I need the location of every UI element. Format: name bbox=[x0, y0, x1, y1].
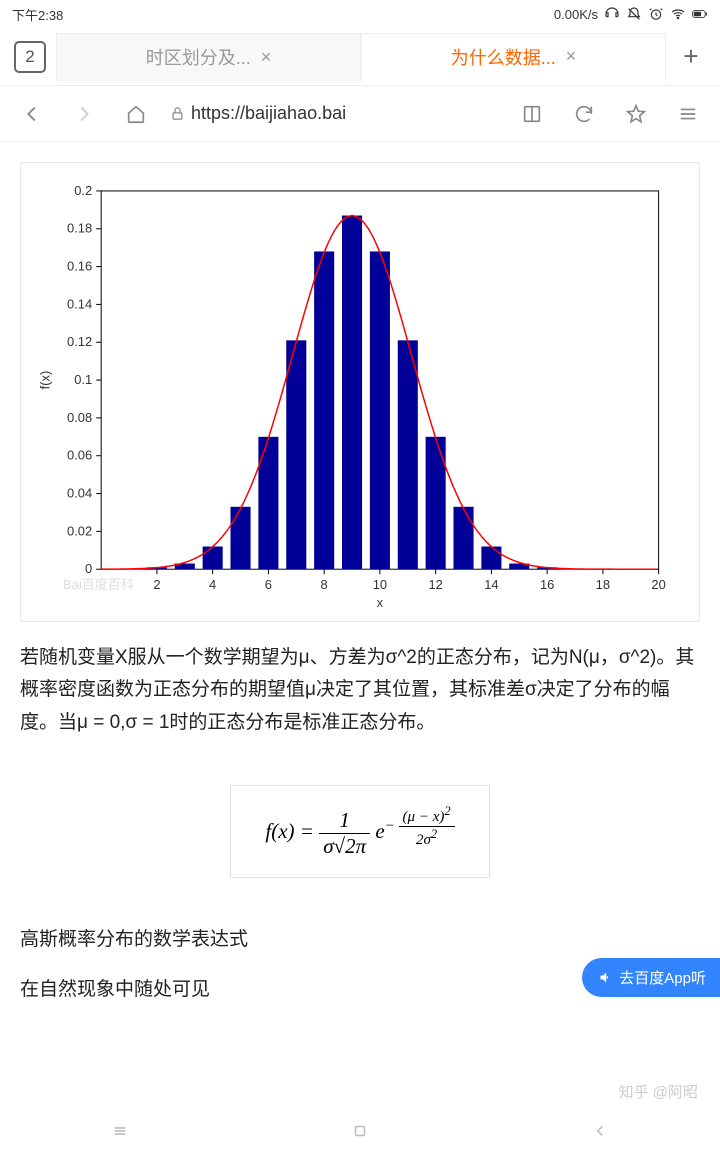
svg-text:6: 6 bbox=[265, 577, 272, 592]
system-nav-bar bbox=[0, 1110, 720, 1152]
svg-text:x: x bbox=[377, 595, 384, 610]
mute-icon bbox=[626, 6, 642, 22]
tab-inactive[interactable]: 时区划分及... × bbox=[56, 33, 361, 81]
svg-text:4: 4 bbox=[209, 577, 216, 592]
svg-text:14: 14 bbox=[484, 577, 498, 592]
bookmark-button[interactable] bbox=[612, 90, 660, 138]
menu-button[interactable] bbox=[664, 90, 712, 138]
chart-watermark: Bai百度百科 bbox=[63, 574, 134, 593]
page-content: 00.020.040.060.080.10.120.140.160.180.22… bbox=[0, 162, 720, 1006]
reload-button[interactable] bbox=[560, 90, 608, 138]
alarm-icon bbox=[648, 6, 664, 22]
svg-text:16: 16 bbox=[540, 577, 554, 592]
url-bar[interactable]: https://baijiahao.bai bbox=[164, 103, 504, 124]
url-text: https://baijiahao.bai bbox=[191, 103, 346, 124]
status-icons: 0.00K/s bbox=[554, 6, 708, 22]
svg-text:20: 20 bbox=[651, 577, 665, 592]
wifi-icon bbox=[670, 6, 686, 22]
formula: f(x) = 1 σ√2π e− (μ − x)2 2σ2 bbox=[230, 785, 489, 878]
tab-counter[interactable]: 2 bbox=[14, 41, 46, 73]
svg-text:0.08: 0.08 bbox=[67, 410, 92, 425]
svg-text:0.14: 0.14 bbox=[67, 296, 92, 311]
normal-distribution-chart: 00.020.040.060.080.10.120.140.160.180.22… bbox=[20, 162, 700, 622]
tab-label: 时区划分及... bbox=[146, 44, 251, 70]
headphone-icon bbox=[604, 6, 620, 22]
forward-button[interactable] bbox=[60, 90, 108, 138]
status-speed: 0.00K/s bbox=[554, 7, 598, 22]
battery-icon bbox=[692, 6, 708, 22]
back-button[interactable] bbox=[591, 1122, 609, 1140]
svg-text:0.06: 0.06 bbox=[67, 448, 92, 463]
status-time: 下午2:38 bbox=[12, 5, 63, 24]
svg-text:0.16: 0.16 bbox=[67, 259, 92, 274]
svg-text:2: 2 bbox=[153, 577, 160, 592]
back-button[interactable] bbox=[8, 90, 56, 138]
status-bar: 下午2:38 0.00K/s bbox=[0, 0, 720, 28]
svg-text:0.04: 0.04 bbox=[67, 486, 92, 501]
home-button[interactable] bbox=[112, 90, 160, 138]
tab-label: 为什么数据... bbox=[451, 44, 556, 70]
tabs-bar: 2 时区划分及... × 为什么数据... × + bbox=[0, 28, 720, 86]
svg-text:12: 12 bbox=[428, 577, 442, 592]
svg-text:0.18: 0.18 bbox=[67, 221, 92, 236]
recent-apps-button[interactable] bbox=[111, 1122, 129, 1140]
close-icon[interactable]: × bbox=[566, 46, 577, 67]
svg-text:0.02: 0.02 bbox=[67, 523, 92, 538]
svg-text:0.12: 0.12 bbox=[67, 334, 92, 349]
zhihu-watermark: 知乎 @阿昭 bbox=[619, 1081, 698, 1102]
formula-lhs: f(x) = bbox=[265, 819, 319, 843]
svg-text:18: 18 bbox=[596, 577, 610, 592]
lock-icon bbox=[170, 106, 185, 121]
tab-active[interactable]: 为什么数据... × bbox=[361, 33, 666, 81]
chart-svg: 00.020.040.060.080.10.120.140.160.180.22… bbox=[27, 177, 689, 615]
svg-text:8: 8 bbox=[321, 577, 328, 592]
baidu-app-button[interactable]: 去百度App听 bbox=[582, 958, 720, 997]
svg-text:0.2: 0.2 bbox=[74, 183, 92, 198]
close-icon[interactable]: × bbox=[261, 47, 272, 68]
svg-text:f(x): f(x) bbox=[37, 371, 52, 390]
sound-icon bbox=[598, 970, 613, 985]
floating-label: 去百度App听 bbox=[619, 967, 706, 988]
home-button[interactable] bbox=[351, 1122, 369, 1140]
formula-frac1: 1 σ√2π bbox=[319, 808, 370, 859]
formula-container: f(x) = 1 σ√2π e− (μ − x)2 2σ2 bbox=[20, 757, 700, 906]
reader-button[interactable] bbox=[508, 90, 556, 138]
caption: 高斯概率分布的数学表达式 bbox=[20, 924, 700, 956]
svg-text:0.1: 0.1 bbox=[74, 372, 92, 387]
paragraph-1: 若随机变量X服从一个数学期望为μ、方差为σ^2的正态分布，记为N(μ，σ^2)。… bbox=[20, 642, 700, 739]
new-tab-button[interactable]: + bbox=[666, 41, 716, 72]
formula-mid: e bbox=[375, 819, 384, 843]
svg-text:10: 10 bbox=[373, 577, 387, 592]
nav-bar: https://baijiahao.bai bbox=[0, 86, 720, 142]
formula-exp: − (μ − x)2 2σ2 bbox=[385, 818, 455, 834]
